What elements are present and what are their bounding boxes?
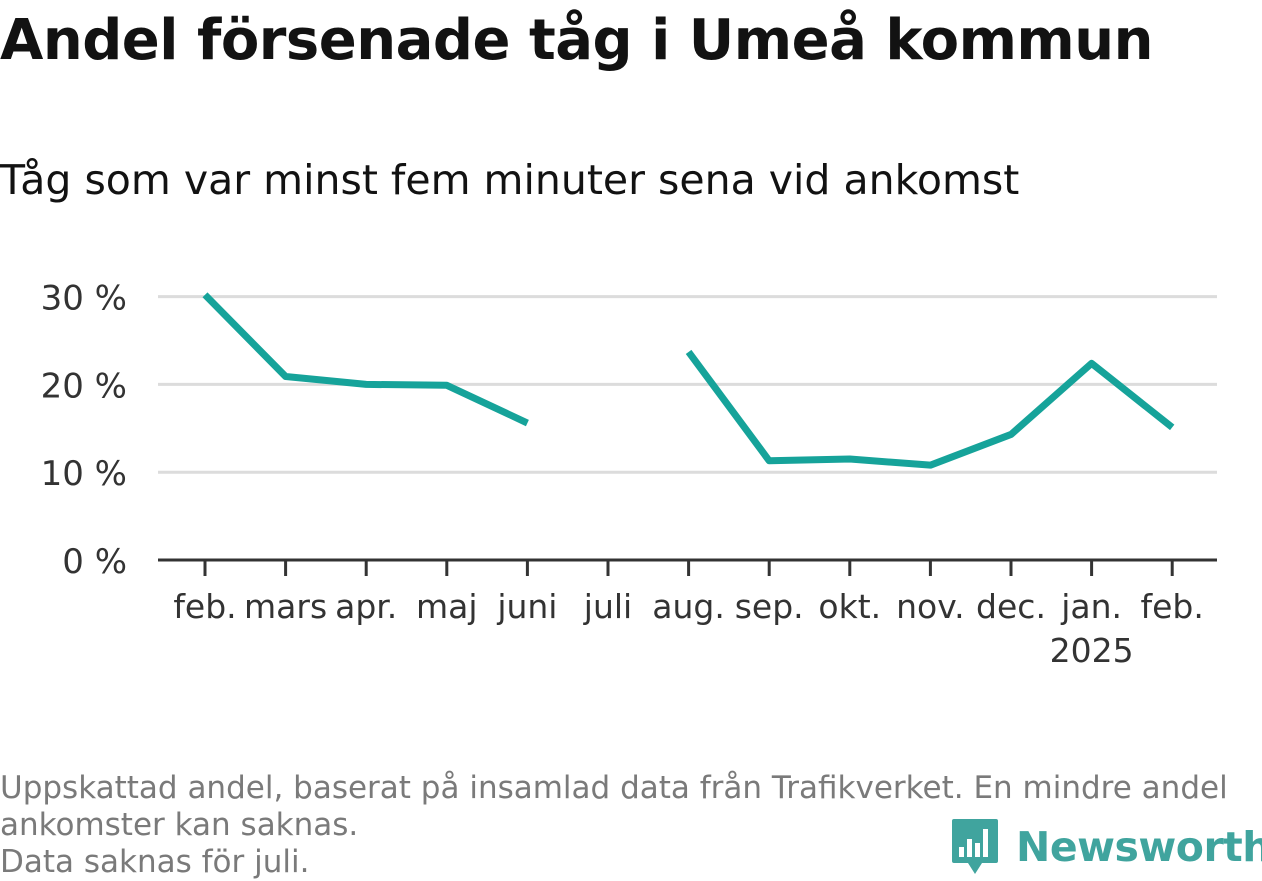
- x-tick-label: juni: [496, 587, 557, 626]
- bar-chart-pin-icon: [952, 819, 998, 874]
- x-tick-label: maj: [416, 587, 478, 626]
- x-tick-label: apr.: [335, 587, 397, 626]
- logo-text: Newsworthy: [1016, 823, 1262, 871]
- x-tick-sublabel: 2025: [1050, 631, 1134, 670]
- footnote-line: Uppskattad andel, baserat på insamlad da…: [0, 770, 1228, 806]
- x-tick-label: aug.: [652, 587, 725, 626]
- x-tick-label: sep.: [735, 587, 804, 626]
- x-axis-tick-labels: feb. mars apr. maj juni juli aug. sep. okt. nov. d…: [173, 587, 1204, 670]
- footnote: Uppskattad andel, baserat på insamlad da…: [0, 770, 1250, 881]
- y-axis-tick-labels: 0 % 10 % 20 % 30 %: [41, 279, 127, 582]
- y-tick-label: 0 %: [62, 542, 127, 582]
- chart-title: Andel försenade tåg i Umeå kommun: [0, 8, 1154, 73]
- x-tick-label: nov.: [896, 587, 965, 626]
- y-tick-label: 20 %: [41, 366, 127, 406]
- x-tick-label: mars: [244, 587, 327, 626]
- x-tick-label: dec.: [976, 587, 1046, 626]
- y-tick-label: 30 %: [41, 279, 127, 319]
- x-tick-label: okt.: [818, 587, 881, 626]
- y-tick-label: 10 %: [41, 454, 127, 494]
- series-line-segment: [685, 349, 1175, 469]
- footnote-line: ankomster kan saknas.: [0, 807, 359, 843]
- newsworthy-logo: Newsworthy: [950, 818, 1262, 876]
- gridlines: [158, 295, 1217, 474]
- x-axis: [158, 558, 1217, 576]
- x-tick-label: jan.: [1060, 587, 1122, 626]
- x-tick-label: feb.: [1141, 587, 1204, 626]
- series-line-segment: [202, 292, 529, 427]
- x-tick-label: feb.: [173, 587, 236, 626]
- footnote-line: Data saknas för juli.: [0, 844, 310, 880]
- data-series: [202, 292, 1175, 469]
- x-tick-label: juli: [583, 587, 632, 626]
- chart-subtitle: Tåg som var minst fem minuter sena vid a…: [0, 156, 1020, 204]
